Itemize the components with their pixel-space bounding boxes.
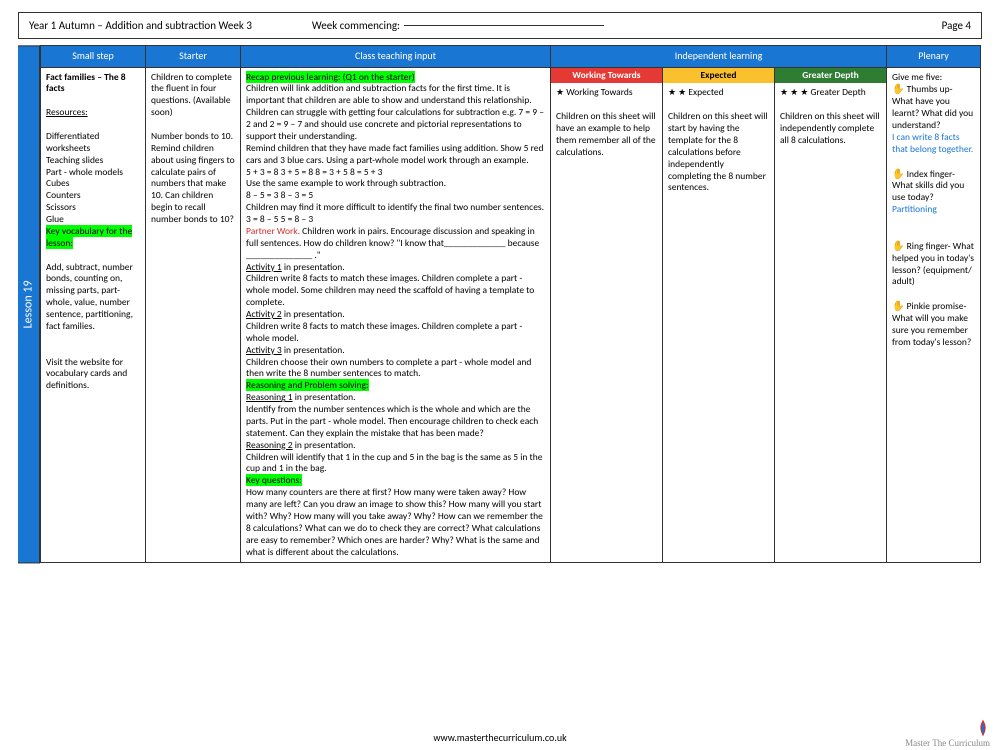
wt-stars: ★ bbox=[556, 87, 564, 98]
teaching-p2: Remind children that they have made fact… bbox=[246, 142, 544, 166]
plenary-thumb: Thumbs up- What have you learnt? What di… bbox=[892, 83, 973, 131]
plenary-pinkie: Pinkie promise- What will you make sure … bbox=[892, 300, 971, 348]
col-small-step: Small step bbox=[41, 46, 146, 68]
small-step-cell: Fact families – The 8 facts Resources: D… bbox=[41, 67, 146, 563]
flame-icon bbox=[976, 718, 990, 738]
gd-stars: ★ ★ ★ bbox=[780, 87, 808, 98]
index-icon: ✋ bbox=[892, 167, 904, 180]
resources-label: Resources: bbox=[46, 106, 88, 118]
key-questions-body: How many counters are there at first? Ho… bbox=[246, 486, 543, 557]
pinkie-icon: ✋ bbox=[892, 299, 904, 312]
eq2: 8 – 5 = 3 8 – 3 = 5 bbox=[246, 189, 313, 201]
plenary-ring: Ring finger- What helped you in today's … bbox=[892, 240, 974, 288]
working-towards-cell: Working Towards ★ Working Towards Childr… bbox=[551, 67, 663, 563]
col-starter: Starter bbox=[146, 46, 241, 68]
activity2-body: in presentation. Children write 8 facts … bbox=[246, 308, 522, 344]
teaching-cell: Recap previous learning: (Q1 on the star… bbox=[241, 67, 551, 563]
activity3-label: Activity 3 bbox=[246, 344, 282, 356]
col-teaching: Class teaching input bbox=[241, 46, 551, 68]
brand-logo: Master The Curriculum bbox=[870, 718, 990, 748]
teaching-p3: Use the same example to work through sub… bbox=[246, 177, 446, 189]
lesson-plan-table: Small step Starter Class teaching input … bbox=[40, 45, 981, 563]
vocab-list: Add, subtract, number bonds, counting on… bbox=[46, 261, 133, 332]
wt-label: Working Towards bbox=[566, 86, 632, 98]
page-number: Page 4 bbox=[942, 19, 971, 32]
starter-p2: Number bonds to 10. Remind children abou… bbox=[151, 130, 235, 225]
plenary-cell: Give me five: ✋ Thumbs up- What have you… bbox=[887, 67, 981, 563]
activity1-label: Activity 1 bbox=[246, 261, 282, 273]
key-questions-heading: Key questions: bbox=[246, 474, 302, 486]
eq1: 5 + 3 = 8 3 + 5 = 8 8 = 3 + 5 8 = 5 + 3 bbox=[246, 166, 382, 178]
plenary-intro: Give me five: bbox=[892, 71, 942, 83]
page-header: Year 1 Autumn – Addition and subtraction… bbox=[18, 12, 982, 39]
resources-list: Differentiated worksheets Teaching slide… bbox=[46, 130, 123, 225]
gd-body: Children on this sheet will independentl… bbox=[780, 110, 880, 146]
recap-heading: Recap previous learning: (Q1 on the star… bbox=[246, 71, 415, 83]
ex-stars: ★ ★ bbox=[668, 87, 686, 98]
header-title: Year 1 Autumn – Addition and subtraction… bbox=[29, 19, 252, 32]
gd-label: Greater Depth bbox=[810, 86, 865, 98]
teaching-p1: Children will link addition and subtract… bbox=[246, 82, 544, 142]
gd-header: Greater Depth bbox=[775, 68, 886, 84]
small-step-title: Fact families – The 8 facts bbox=[46, 71, 126, 95]
greater-depth-cell: Greater Depth ★ ★ ★ Greater Depth Childr… bbox=[775, 67, 887, 563]
vocab-heading: Key vocabulary for the lesson: bbox=[46, 225, 132, 249]
activity1-body: in presentation. Children write 8 facts … bbox=[246, 261, 534, 309]
lesson-tab: Lesson 19 bbox=[18, 45, 40, 563]
vocab-footnote: Visit the website for vocabulary cards a… bbox=[46, 356, 127, 392]
starter-p1: Children to complete the fluent in four … bbox=[151, 71, 232, 119]
teaching-p4: Children may find it more difficult to i… bbox=[246, 201, 544, 213]
reasoning1-label: Reasoning 1 bbox=[246, 391, 293, 403]
eq3: 3 = 8 – 5 5 = 8 – 3 bbox=[246, 213, 313, 225]
reasoning2-label: Reasoning 2 bbox=[246, 439, 293, 451]
week-commencing-blank bbox=[404, 25, 604, 26]
ex-body: Children on this sheet will start by hav… bbox=[668, 110, 768, 193]
activity3-body: in presentation. Children choose their o… bbox=[246, 344, 531, 380]
rps-heading: Reasoning and Problem solving: bbox=[246, 379, 369, 391]
plenary-index-answer: Partitioning bbox=[892, 203, 937, 215]
ring-icon: ✋ bbox=[892, 239, 904, 252]
footer-url: www.masterthecurriculum.co.uk bbox=[0, 731, 1000, 744]
wt-body: Children on this sheet will have an exam… bbox=[556, 110, 656, 158]
ex-header: Expected bbox=[663, 68, 774, 84]
expected-cell: Expected ★ ★ Expected Children on this s… bbox=[663, 67, 775, 563]
col-independent: Independent learning bbox=[551, 46, 887, 68]
plenary-thumb-answer: I can write 8 facts that belong together… bbox=[892, 131, 973, 155]
ex-label: Expected bbox=[688, 86, 723, 98]
brand-text: Master The Curriculum bbox=[870, 738, 990, 748]
starter-cell: Children to complete the fluent in four … bbox=[146, 67, 241, 563]
week-commencing-label: Week commencing: bbox=[312, 19, 400, 32]
thumb-icon: ✋ bbox=[892, 82, 904, 95]
wt-header: Working Towards bbox=[551, 68, 662, 84]
partner-label: Partner Work. bbox=[246, 225, 300, 237]
activity2-label: Activity 2 bbox=[246, 308, 282, 320]
col-plenary: Plenary bbox=[887, 46, 981, 68]
